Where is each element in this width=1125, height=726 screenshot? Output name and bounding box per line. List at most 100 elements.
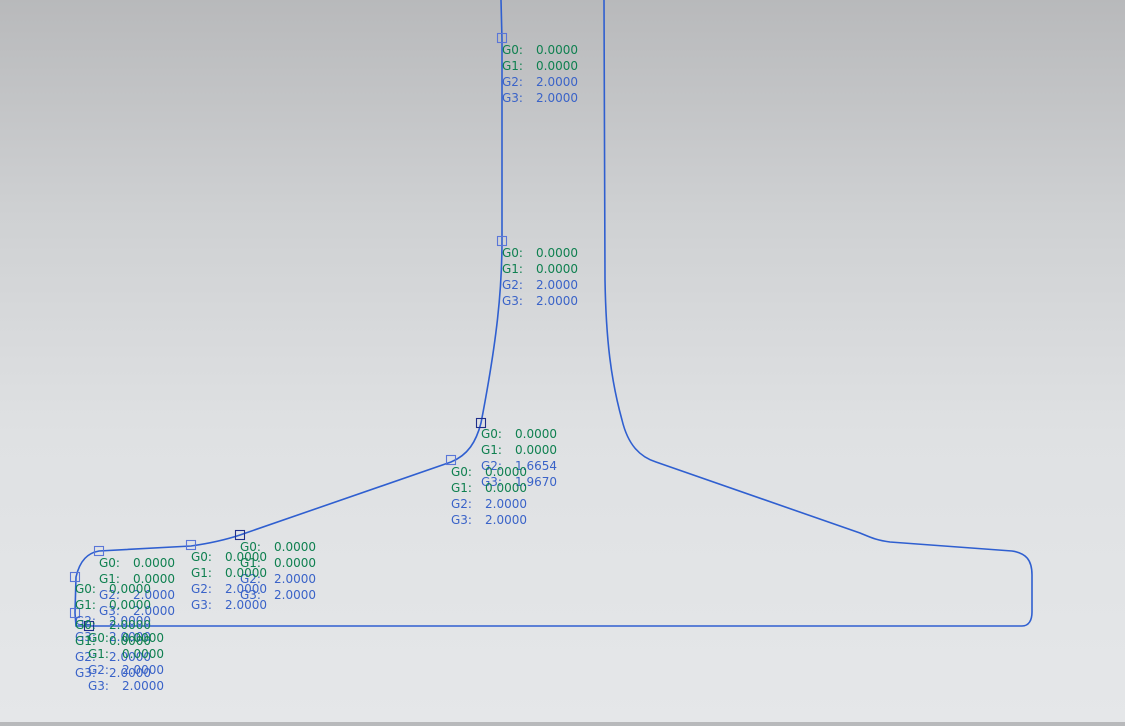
continuity-row: G1: 0.0000 bbox=[99, 571, 175, 587]
continuity-row: G0: 0.0000 bbox=[502, 42, 578, 58]
continuity-row: G2: 2.0000 bbox=[75, 649, 151, 665]
continuity-value: 2.0000 bbox=[536, 278, 578, 292]
continuity-label: G0: bbox=[99, 556, 120, 570]
control-node-marker[interactable] bbox=[185, 539, 197, 551]
continuity-value: 0.0000 bbox=[109, 582, 151, 596]
continuity-label: G0: bbox=[451, 465, 472, 479]
continuity-annotation-flange-b: G0: 0.0000 G1: 0.0000 G2: 2.0000 G3: 2.0000 bbox=[191, 549, 267, 613]
continuity-row: G2: 2.0000 bbox=[502, 74, 578, 90]
continuity-row: G3: 2.0000 bbox=[240, 587, 316, 603]
control-node-marker[interactable] bbox=[496, 235, 508, 247]
continuity-label: G2: bbox=[75, 614, 96, 628]
continuity-value: 2.0000 bbox=[122, 663, 164, 677]
continuity-value: 0.0000 bbox=[536, 43, 578, 57]
continuity-value: 0.0000 bbox=[274, 556, 316, 570]
continuity-label: G3: bbox=[502, 91, 523, 105]
continuity-label: G2: bbox=[191, 582, 212, 596]
continuity-row: G3: 2.0000 bbox=[75, 629, 151, 645]
profile-curve[interactable] bbox=[74, 0, 1033, 627]
continuity-row: G0: 0.0000 bbox=[75, 581, 151, 597]
continuity-label: G1: bbox=[191, 566, 212, 580]
continuity-label: G0: bbox=[240, 540, 261, 554]
control-node-marker[interactable] bbox=[83, 620, 95, 632]
continuity-label: G0: bbox=[88, 631, 109, 645]
control-node-marker[interactable] bbox=[234, 529, 246, 541]
continuity-row: G2: 2.0000 bbox=[502, 277, 578, 293]
continuity-label: G0: bbox=[75, 618, 96, 632]
continuity-value: 2.0000 bbox=[536, 294, 578, 308]
continuity-row: G2: 1.6654 bbox=[481, 458, 557, 474]
continuity-value: 0.0000 bbox=[133, 572, 175, 586]
continuity-label: G2: bbox=[99, 588, 120, 602]
control-node-marker[interactable] bbox=[69, 607, 81, 619]
continuity-value: 0.0000 bbox=[485, 481, 527, 495]
continuity-row: G0: 0.0000 bbox=[88, 630, 164, 646]
continuity-label: G0: bbox=[502, 43, 523, 57]
continuity-row: G0: 0.0000 bbox=[240, 539, 316, 555]
continuity-value: 0.0000 bbox=[485, 465, 527, 479]
continuity-annotation-corner-top: G0: 0.0000 G1: 0.0000 G2: 2.0000 G3: 2.0000 bbox=[99, 555, 175, 619]
continuity-row: G3: 2.0000 bbox=[502, 293, 578, 309]
continuity-value: 2.0000 bbox=[109, 618, 151, 632]
continuity-annotation-flange-a: G0: 0.0000 G1: 0.0000 G2: 2.0000 G3: 2.0000 bbox=[240, 539, 316, 603]
continuity-value: 0.0000 bbox=[274, 540, 316, 554]
continuity-label: G2: bbox=[88, 663, 109, 677]
continuity-label: G2: bbox=[451, 497, 472, 511]
continuity-row: G3: 2.0000 bbox=[99, 603, 175, 619]
control-node-marker[interactable] bbox=[475, 417, 487, 429]
continuity-annotation-corner-low: G0: 2.0000 G1: 0.0000 G2: 2.0000 G3: 2.0000 bbox=[75, 617, 151, 681]
continuity-row: G3: 2.0000 bbox=[502, 90, 578, 106]
continuity-value: 2.0000 bbox=[536, 75, 578, 89]
control-node-marker[interactable] bbox=[93, 545, 105, 557]
continuity-label: G1: bbox=[481, 443, 502, 457]
continuity-value: 0.0000 bbox=[133, 556, 175, 570]
continuity-row: G2: 2.0000 bbox=[88, 662, 164, 678]
continuity-value: 0.0000 bbox=[515, 427, 557, 441]
continuity-row: G2: 2.0000 bbox=[75, 613, 151, 629]
continuity-annotation-web-fillet: G0: 0.0000 G1: 0.0000 G2: 1.6654 G3: 1.9670 bbox=[481, 426, 557, 490]
continuity-row: G1: 0.0000 bbox=[481, 442, 557, 458]
continuity-label: G3: bbox=[75, 630, 96, 644]
continuity-label: G3: bbox=[88, 679, 109, 693]
continuity-label: G3: bbox=[451, 513, 472, 527]
continuity-label: G3: bbox=[240, 588, 261, 602]
continuity-row: G0: 0.0000 bbox=[502, 245, 578, 261]
continuity-row: G0: 0.0000 bbox=[451, 464, 527, 480]
continuity-label: G3: bbox=[502, 294, 523, 308]
continuity-row: G2: 2.0000 bbox=[451, 496, 527, 512]
continuity-value: 2.0000 bbox=[485, 513, 527, 527]
continuity-label: G2: bbox=[481, 459, 502, 473]
continuity-row: G1: 0.0000 bbox=[88, 646, 164, 662]
control-node-marker[interactable] bbox=[496, 32, 508, 44]
continuity-label: G1: bbox=[75, 598, 96, 612]
continuity-label: G1: bbox=[99, 572, 120, 586]
continuity-label: G3: bbox=[481, 475, 502, 489]
continuity-value: 0.0000 bbox=[225, 550, 267, 564]
continuity-value: 0.0000 bbox=[109, 634, 151, 648]
continuity-label: G2: bbox=[502, 75, 523, 89]
continuity-row: G3: 2.0000 bbox=[88, 678, 164, 694]
continuity-row: G0: 0.0000 bbox=[191, 549, 267, 565]
control-node-marker[interactable] bbox=[69, 571, 81, 583]
continuity-row: G0: 2.0000 bbox=[75, 617, 151, 633]
continuity-value: 2.0000 bbox=[225, 598, 267, 612]
continuity-value: 2.0000 bbox=[536, 91, 578, 105]
continuity-row: G3: 1.9670 bbox=[481, 474, 557, 490]
continuity-value: 0.0000 bbox=[122, 647, 164, 661]
continuity-row: G1: 0.0000 bbox=[451, 480, 527, 496]
control-node-marker[interactable] bbox=[445, 454, 457, 466]
continuity-annotation-corner-mid: G0: 0.0000 G1: 0.0000 G2: 2.0000 G3: 2.0000 bbox=[75, 581, 151, 645]
continuity-label: G0: bbox=[75, 582, 96, 596]
continuity-label: G1: bbox=[502, 262, 523, 276]
continuity-row: G2: 2.0000 bbox=[191, 581, 267, 597]
continuity-value: 1.9670 bbox=[515, 475, 557, 489]
continuity-value: 2.0000 bbox=[133, 604, 175, 618]
continuity-row: G0: 0.0000 bbox=[99, 555, 175, 571]
continuity-annotation-flange-upper: G0: 0.0000 G1: 0.0000 G2: 2.0000 G3: 2.0000 bbox=[451, 464, 527, 528]
continuity-value: 0.0000 bbox=[515, 443, 557, 457]
continuity-label: G3: bbox=[75, 666, 96, 680]
continuity-row: G2: 2.0000 bbox=[99, 587, 175, 603]
continuity-label: G0: bbox=[191, 550, 212, 564]
